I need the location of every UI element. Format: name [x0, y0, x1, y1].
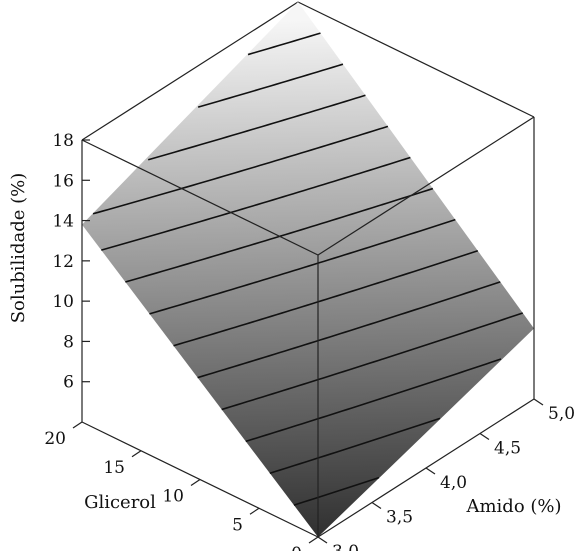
contour-line — [147, 94, 366, 161]
y-tick-label: 20 — [44, 429, 66, 449]
contour-line — [173, 250, 479, 347]
box-edge-top-front-left — [81, 139, 319, 256]
z-tick-label: 14 — [52, 212, 74, 232]
contour-line — [125, 187, 434, 283]
box-edge-top-front-right — [317, 116, 535, 256]
y-tick — [72, 421, 83, 429]
x-tick-label: 3,5 — [386, 508, 413, 528]
box-back-edges — [81, 1, 535, 141]
contour-line — [197, 63, 344, 108]
y-tick — [131, 450, 142, 458]
x-tick-label: 4,5 — [494, 439, 521, 459]
y-axis: 0 5 10 15 20 — [44, 421, 319, 551]
contour-line — [269, 417, 441, 475]
x-tick-label: 3,0 — [332, 542, 359, 551]
y-axis-label: Glicerol — [84, 492, 156, 513]
y-tick-label: 10 — [162, 487, 184, 507]
x-tick — [371, 502, 382, 509]
contour-line — [245, 358, 502, 443]
y-tick-label: 0 — [291, 544, 302, 551]
z-axis: 6 8 10 12 14 16 18 — [52, 131, 90, 393]
x-tick-label: 5,0 — [548, 404, 575, 424]
contour-line — [101, 156, 411, 251]
box-edge-top-back-right — [297, 1, 535, 118]
z-tick-label: 6 — [63, 373, 74, 393]
response-surface — [82, 2, 534, 537]
contour-lines — [92, 32, 524, 506]
box-edge-top-back-left — [81, 1, 299, 141]
z-axis-label: Solubilidade (%) — [8, 173, 29, 324]
x-tick — [533, 398, 544, 406]
x-tick — [317, 536, 328, 544]
x-axis: 3,0 3,5 4,0 4,5 5,0 — [317, 398, 575, 551]
z-tick-label: 16 — [52, 171, 74, 191]
y-tick-label: 5 — [232, 515, 243, 535]
y-tick — [308, 536, 319, 544]
z-tick-label: 18 — [52, 131, 74, 151]
x-tick-label: 4,0 — [440, 473, 467, 493]
y-tick — [249, 507, 260, 515]
contour-line — [197, 281, 501, 379]
y-tick-label: 15 — [103, 458, 125, 478]
contour-line — [247, 32, 321, 56]
z-tick-label: 12 — [52, 252, 74, 272]
x-tick — [425, 467, 436, 475]
z-tick-label: 10 — [52, 292, 74, 312]
x-axis-label: Amido (%) — [465, 496, 561, 517]
contour-line — [293, 476, 380, 506]
contour-line — [221, 312, 524, 411]
contour-line — [92, 125, 389, 215]
contour-line — [149, 218, 456, 315]
z-tick-label: 8 — [63, 332, 74, 352]
y-tick — [190, 479, 201, 486]
x-tick — [479, 433, 490, 440]
